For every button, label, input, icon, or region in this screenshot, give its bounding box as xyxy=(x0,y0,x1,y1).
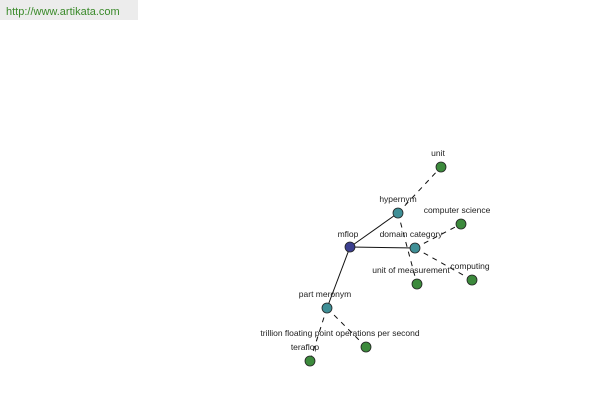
node-label[interactable]: domain category xyxy=(380,229,444,239)
url[interactable]: http://www.artikata.com xyxy=(6,6,120,18)
node[interactable] xyxy=(392,207,404,219)
node[interactable] xyxy=(360,341,372,353)
edge xyxy=(414,223,462,249)
node[interactable] xyxy=(411,278,423,290)
node-label[interactable]: teraflop xyxy=(291,342,320,352)
node[interactable] xyxy=(344,241,356,253)
edge xyxy=(397,212,418,285)
node[interactable] xyxy=(321,302,333,314)
node-label[interactable]: unit xyxy=(431,148,445,158)
node-label[interactable]: hypernym xyxy=(379,194,416,204)
url-bar xyxy=(0,0,138,20)
edge xyxy=(349,212,399,248)
edge xyxy=(326,246,351,309)
node-label[interactable]: computing xyxy=(450,261,489,271)
edge xyxy=(397,166,442,214)
node[interactable] xyxy=(435,161,447,173)
edge xyxy=(414,247,473,281)
node-label[interactable]: trillion floating point operations per s… xyxy=(260,328,420,338)
node[interactable] xyxy=(304,355,316,367)
node-label[interactable]: part meronym xyxy=(299,289,351,299)
node[interactable] xyxy=(466,274,478,286)
node[interactable] xyxy=(409,242,421,254)
node-label[interactable]: unit of measurement xyxy=(372,265,450,275)
node[interactable] xyxy=(455,218,467,230)
nodes: mflop hypernym domain category part meronym… xyxy=(260,148,491,367)
node-label[interactable]: computer science xyxy=(424,205,491,215)
node-label[interactable]: mflop xyxy=(338,229,359,239)
edge xyxy=(349,246,416,249)
edges xyxy=(309,166,473,362)
